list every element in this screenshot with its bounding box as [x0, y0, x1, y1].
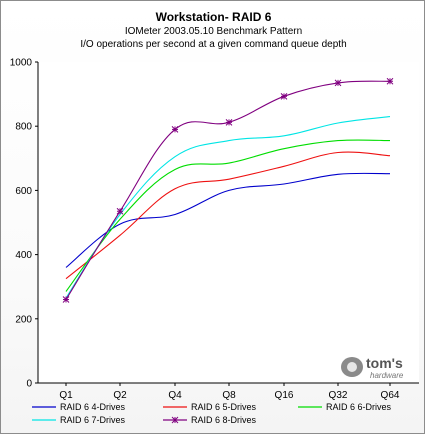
star-marker-stroke [386, 77, 394, 85]
x-tick-label: Q64 [381, 390, 400, 401]
series-group [62, 77, 394, 303]
y-tick-label: 0 [26, 379, 32, 390]
star-marker-stroke [116, 207, 124, 215]
star-marker [171, 416, 179, 424]
star-marker-stroke [225, 118, 233, 126]
y-tick-label: 600 [15, 186, 32, 197]
series-line [65, 116, 391, 299]
legend-label: RAID 6 4-Drives [60, 402, 126, 412]
star-marker [171, 126, 179, 133]
chart-title: Workstation- RAID 6 [155, 10, 272, 24]
x-tick-label: Q16 [275, 390, 294, 401]
series-line [65, 151, 391, 280]
legend: RAID 6 4-Drives RAID 6 5-Drives RAID 6 6-D… [32, 402, 392, 425]
chart-subtitle-2: I/O operations per second at a given com… [80, 39, 347, 50]
star-marker [334, 79, 342, 87]
y-tick-label: 800 [15, 122, 32, 133]
logo-badge-inner [347, 362, 357, 372]
x-tick-label: Q1 [59, 390, 73, 401]
logo-name: tom's [366, 355, 403, 371]
y-tick-label: 200 [15, 314, 32, 325]
x-tick-label: Q8 [222, 390, 236, 401]
star-marker [280, 92, 288, 100]
star-marker [386, 77, 394, 85]
y-tick-label: 400 [15, 250, 32, 261]
legend-label: RAID 6 8-Drives [191, 415, 257, 425]
star-marker-stroke [280, 92, 288, 100]
star-marker-stroke [171, 416, 179, 424]
series-line [65, 172, 391, 268]
legend-label: RAID 6 7-Drives [60, 415, 126, 425]
x-tick-label: Q4 [168, 390, 182, 401]
legend-label: RAID 6 6-Drives [326, 402, 392, 412]
x-tick-label: Q32 [329, 390, 348, 401]
chart-subtitle: IOMeter 2003.05.10 Benchmark Pattern [124, 26, 303, 37]
x-tick-label: Q2 [113, 390, 127, 401]
star-marker [62, 296, 70, 303]
chart-titles: Workstation- RAID 6 IOMeter 2003.05.10 B… [1, 9, 424, 51]
logo-sub: hardware [370, 371, 404, 380]
series-line [65, 139, 391, 292]
legend-label: RAID 6 5-Drives [191, 402, 257, 412]
y-ticks: 0 200 400 600 800 1000 [10, 58, 38, 390]
toms-hardware-logo: tom's hardware [341, 355, 404, 380]
star-marker [116, 207, 124, 215]
star-marker [225, 118, 233, 126]
star-marker-stroke [62, 296, 70, 303]
star-marker-stroke [334, 79, 342, 87]
x-ticks: Q1 Q2 Q4 Q8 Q16 Q32 Q64 [59, 383, 400, 401]
star-marker-stroke [171, 126, 179, 133]
y-tick-label: 1000 [10, 58, 33, 69]
plot-area [38, 62, 419, 383]
